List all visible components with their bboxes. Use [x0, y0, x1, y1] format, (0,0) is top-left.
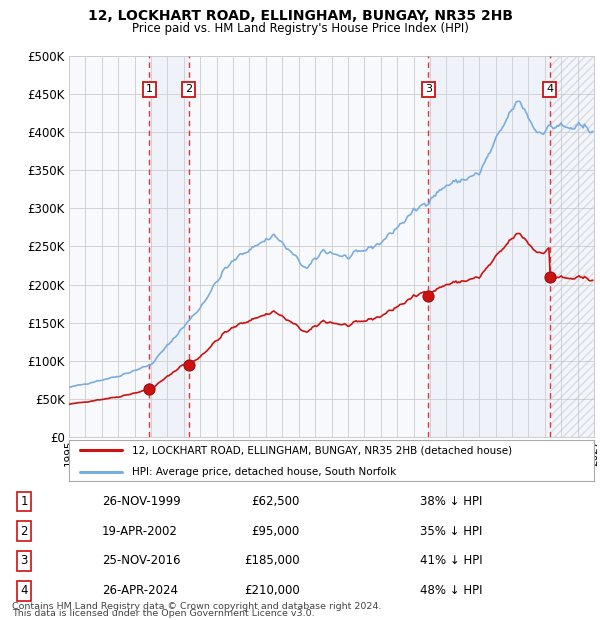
- Text: 4: 4: [20, 584, 28, 597]
- Text: 48% ↓ HPI: 48% ↓ HPI: [420, 584, 482, 597]
- Text: £95,000: £95,000: [252, 525, 300, 538]
- Text: This data is licensed under the Open Government Licence v3.0.: This data is licensed under the Open Gov…: [12, 609, 314, 618]
- Text: 26-APR-2024: 26-APR-2024: [102, 584, 178, 597]
- Text: 1: 1: [20, 495, 28, 508]
- Text: HPI: Average price, detached house, South Norfolk: HPI: Average price, detached house, Sout…: [132, 467, 396, 477]
- Text: 2: 2: [185, 84, 193, 94]
- Bar: [550, 56, 600, 437]
- Text: 2: 2: [20, 525, 28, 538]
- Text: 12, LOCKHART ROAD, ELLINGHAM, BUNGAY, NR35 2HB (detached house): 12, LOCKHART ROAD, ELLINGHAM, BUNGAY, NR…: [132, 445, 512, 455]
- Text: 38% ↓ HPI: 38% ↓ HPI: [420, 495, 482, 508]
- Bar: [149, 56, 189, 437]
- Text: £62,500: £62,500: [251, 495, 300, 508]
- Text: 3: 3: [20, 554, 28, 567]
- Text: £185,000: £185,000: [244, 554, 300, 567]
- Text: £210,000: £210,000: [244, 584, 300, 597]
- Text: 41% ↓ HPI: 41% ↓ HPI: [420, 554, 482, 567]
- Text: 1: 1: [146, 84, 153, 94]
- Text: Contains HM Land Registry data © Crown copyright and database right 2024.: Contains HM Land Registry data © Crown c…: [12, 601, 382, 611]
- Bar: [428, 56, 550, 437]
- Text: 4: 4: [546, 84, 553, 94]
- Text: 26-NOV-1999: 26-NOV-1999: [102, 495, 181, 508]
- Text: 19-APR-2002: 19-APR-2002: [102, 525, 178, 538]
- Text: 3: 3: [425, 84, 432, 94]
- Text: Price paid vs. HM Land Registry's House Price Index (HPI): Price paid vs. HM Land Registry's House …: [131, 22, 469, 35]
- Text: 25-NOV-2016: 25-NOV-2016: [102, 554, 181, 567]
- Text: 12, LOCKHART ROAD, ELLINGHAM, BUNGAY, NR35 2HB: 12, LOCKHART ROAD, ELLINGHAM, BUNGAY, NR…: [88, 9, 512, 24]
- Bar: [550, 56, 600, 437]
- Text: 35% ↓ HPI: 35% ↓ HPI: [420, 525, 482, 538]
